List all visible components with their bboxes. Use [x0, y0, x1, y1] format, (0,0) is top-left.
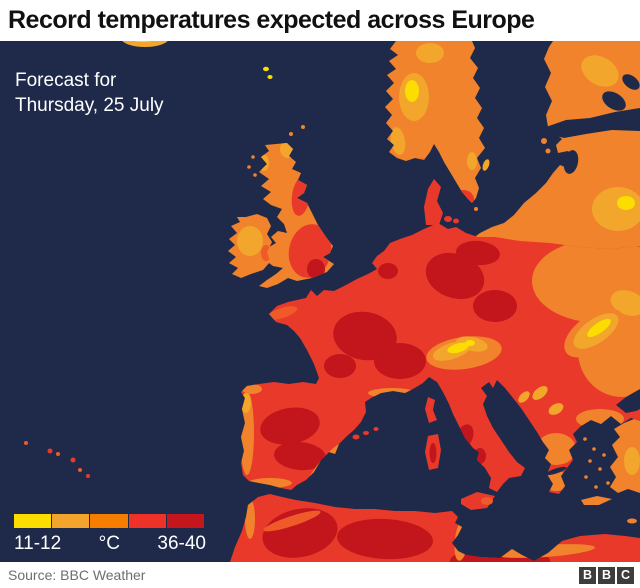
title-bar: Record temperatures expected across Euro… — [0, 0, 640, 41]
bbc-logo: B B C — [579, 566, 634, 584]
estonian-islands — [474, 138, 551, 211]
legend-swatch-1 — [14, 514, 52, 528]
forecast-line2: Thursday, 25 July — [15, 95, 164, 116]
europe-temperature-map — [0, 41, 640, 562]
ireland-heat-patches — [237, 226, 271, 261]
legend-swatch-3 — [90, 514, 128, 528]
legend-min-label: 11-12 — [14, 533, 62, 554]
map-region-ireland — [228, 214, 272, 278]
map-area: Forecast for Thursday, 25 July 11-12 °C … — [0, 41, 640, 562]
aegean-islands — [583, 437, 610, 489]
northeast-heat-patches — [581, 55, 640, 231]
legend-swatch-4 — [128, 514, 166, 528]
bbc-logo-block-1: B — [579, 566, 596, 584]
legend-unit-label: °C — [98, 533, 120, 554]
map-region-azores — [24, 441, 90, 478]
forecast-line1: Forecast for — [15, 70, 117, 91]
map-region-mediterranean-islands — [352, 397, 637, 524]
sea-of-marmara — [616, 389, 640, 413]
map-region-denmark — [424, 179, 459, 225]
map-region-scottish-isles — [247, 125, 305, 177]
bbc-logo-block-3: C — [617, 566, 634, 584]
gulf-of-corinth — [545, 466, 567, 476]
map-region-iceland-tip — [122, 41, 168, 47]
forecast-annotation: Forecast for Thursday, 25 July — [15, 68, 164, 118]
lake-onega — [622, 74, 640, 90]
bbc-logo-block-2: B — [598, 566, 615, 584]
source-credit: Source: BBC Weather — [8, 567, 146, 583]
headline: Record temperatures expected across Euro… — [8, 6, 535, 34]
lake-ladoga — [602, 91, 626, 111]
legend-swatch-5 — [166, 514, 205, 528]
legend-color-bar — [14, 514, 205, 528]
map-region-finland-baltics-russia — [472, 41, 640, 256]
map-region-turkey — [610, 419, 640, 493]
temperature-legend: 11-12 °C 36-40 — [14, 514, 206, 555]
gulf-of-riga — [563, 150, 579, 174]
gulf-of-finland — [546, 108, 640, 138]
legend-labels: 11-12 °C 36-40 — [14, 533, 206, 555]
water-features — [545, 74, 640, 476]
legend-max-label: 36-40 — [157, 533, 206, 554]
legend-swatch-2 — [52, 514, 90, 528]
footer: Source: BBC Weather B B C — [0, 562, 640, 588]
map-region-faroe-islands — [263, 66, 273, 79]
